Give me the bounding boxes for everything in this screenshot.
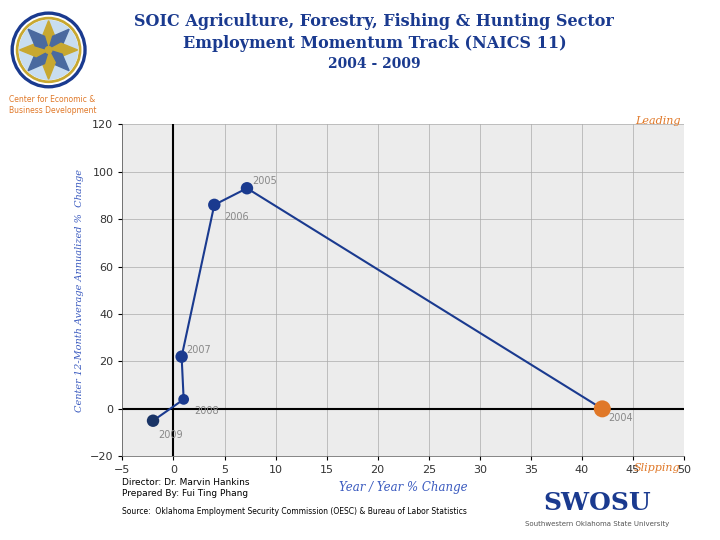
X-axis label: Year / Year % Change: Year / Year % Change [339, 481, 467, 494]
Polygon shape [42, 21, 55, 50]
Text: Leading: Leading [635, 116, 680, 126]
Polygon shape [49, 50, 69, 71]
Text: 2009: 2009 [158, 430, 183, 440]
Circle shape [19, 20, 78, 80]
Circle shape [14, 15, 84, 85]
Point [241, 184, 253, 193]
Polygon shape [28, 50, 49, 71]
Text: Director: Dr. Marvin Hankins: Director: Dr. Marvin Hankins [122, 478, 250, 487]
Point [176, 353, 187, 361]
Text: Southwestern Oklahoma State University: Southwestern Oklahoma State University [526, 521, 670, 527]
Text: 2006: 2006 [225, 212, 249, 222]
Text: SWOSU: SWOSU [544, 491, 652, 515]
Polygon shape [49, 43, 78, 57]
Polygon shape [49, 29, 69, 50]
Point [209, 200, 220, 209]
Polygon shape [19, 43, 49, 57]
Point [597, 404, 608, 413]
Text: Center for Economic &
Business Development: Center for Economic & Business Developme… [9, 94, 97, 116]
Text: Slipping: Slipping [634, 463, 680, 473]
Polygon shape [42, 50, 55, 79]
Y-axis label: Center 12-Month Average Annualized %  Change: Center 12-Month Average Annualized % Cha… [76, 168, 84, 411]
Text: 2007: 2007 [186, 345, 212, 355]
Text: 2008: 2008 [194, 406, 218, 416]
Text: SOIC Agriculture, Forestry, Fishing & Hunting Sector: SOIC Agriculture, Forestry, Fishing & Hu… [135, 14, 614, 30]
Point [148, 416, 159, 425]
Point [178, 395, 189, 404]
Text: Prepared By: Fui Ting Phang: Prepared By: Fui Ting Phang [122, 489, 248, 498]
Polygon shape [28, 29, 49, 50]
Text: Employment Momentum Track (NAICS 11): Employment Momentum Track (NAICS 11) [183, 35, 566, 52]
Text: Source:  Oklahoma Employment Security Commission (OESC) & Bureau of Labor Statis: Source: Oklahoma Employment Security Com… [122, 507, 467, 516]
Circle shape [45, 46, 52, 53]
Text: 2004: 2004 [608, 413, 633, 423]
Text: 2004 - 2009: 2004 - 2009 [328, 57, 420, 71]
Circle shape [11, 11, 86, 89]
Text: 2005: 2005 [252, 176, 276, 186]
